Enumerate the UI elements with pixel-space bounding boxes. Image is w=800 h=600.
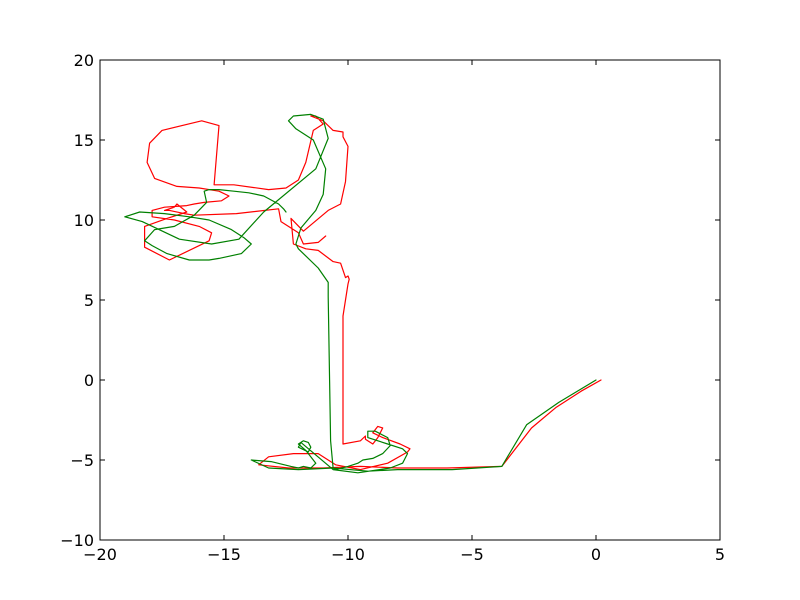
y-tick-label: −10 <box>60 531 94 550</box>
y-axis: −10 −5 0 5 10 15 20 <box>60 51 720 550</box>
series-line-green <box>124 113 597 474</box>
x-tick-label: 0 <box>591 545 601 564</box>
x-tick-label: −5 <box>460 545 484 564</box>
x-tick-label: −20 <box>83 545 117 564</box>
x-tick-label: −10 <box>331 545 365 564</box>
series-layer <box>124 113 602 474</box>
y-tick-label: 10 <box>74 211 94 230</box>
x-axis: −20 −15 −10 −5 0 5 <box>83 60 725 564</box>
y-tick-label: 5 <box>84 291 94 310</box>
y-tick-label: −5 <box>70 451 94 470</box>
y-tick-label: 0 <box>84 371 94 390</box>
y-tick-label: 20 <box>74 51 94 70</box>
x-tick-label: −15 <box>207 545 241 564</box>
y-tick-label: 15 <box>74 131 94 150</box>
x-tick-label: 5 <box>715 545 725 564</box>
